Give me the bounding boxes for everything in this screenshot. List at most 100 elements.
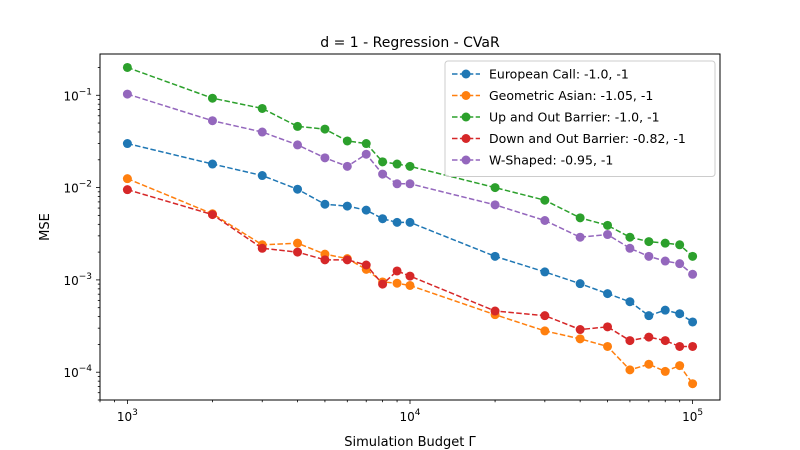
data-point: [603, 341, 613, 351]
data-point: [361, 149, 371, 159]
legend-marker: [461, 155, 471, 165]
data-point: [392, 217, 402, 227]
data-point: [603, 230, 613, 240]
data-point: [320, 153, 330, 163]
data-point: [122, 89, 132, 99]
data-point: [293, 238, 303, 248]
data-point: [405, 161, 415, 171]
data-point: [675, 361, 685, 371]
data-point: [490, 251, 500, 261]
data-point: [257, 171, 267, 181]
data-point: [660, 256, 670, 266]
data-point: [257, 243, 267, 253]
data-point: [540, 195, 550, 205]
data-point: [644, 359, 654, 369]
data-point: [490, 200, 500, 210]
data-point: [625, 297, 635, 307]
data-point: [392, 266, 402, 276]
legend-marker: [461, 69, 471, 79]
data-point: [644, 332, 654, 342]
data-point: [660, 238, 670, 248]
data-point: [603, 220, 613, 230]
data-point: [293, 140, 303, 150]
data-point: [207, 93, 217, 103]
data-point: [675, 259, 685, 269]
data-point: [257, 127, 267, 137]
legend: European Call: -1.0, -1 Geometric Asian: …: [444, 60, 716, 177]
data-point: [688, 269, 698, 279]
data-point: [293, 247, 303, 257]
data-point: [405, 271, 415, 281]
data-point: [675, 341, 685, 351]
data-point: [378, 214, 388, 224]
data-point: [688, 341, 698, 351]
tick-label: 105: [682, 408, 703, 424]
data-point: [625, 365, 635, 375]
data-point: [575, 213, 585, 223]
data-point: [361, 205, 371, 215]
data-point: [320, 199, 330, 209]
data-point: [378, 157, 388, 167]
data-point: [392, 159, 402, 169]
data-point: [342, 161, 352, 171]
x-axis-label: Simulation Budget Γ: [344, 435, 476, 450]
data-point: [293, 121, 303, 131]
tick-label: 10−1: [63, 87, 92, 103]
data-point: [575, 325, 585, 335]
data-point: [540, 326, 550, 336]
legend-label: Up and Out Barrier: -1.0, -1: [489, 110, 660, 125]
data-point: [625, 336, 635, 346]
tick-label: 10−4: [63, 364, 92, 380]
data-point: [342, 255, 352, 265]
data-point: [122, 174, 132, 184]
data-point: [644, 311, 654, 321]
data-point: [207, 116, 217, 126]
data-point: [625, 232, 635, 242]
data-point: [675, 240, 685, 250]
data-point: [207, 210, 217, 220]
data-point: [644, 237, 654, 247]
legend-marker: [461, 112, 471, 122]
data-point: [392, 278, 402, 288]
data-point: [392, 179, 402, 189]
data-point: [575, 279, 585, 289]
x-axis: 103 104 105: [99, 400, 703, 424]
legend-marker: [461, 91, 471, 100]
data-point: [320, 255, 330, 265]
y-axis-label: MSE: [38, 213, 53, 241]
series-1: [122, 139, 698, 327]
y-axis: 10−4 10−3 10−2 10−1: [63, 67, 100, 401]
tick-label: 103: [117, 408, 138, 424]
data-point: [675, 309, 685, 319]
series-3: [122, 62, 698, 261]
data-point: [207, 159, 217, 169]
data-point: [342, 136, 352, 146]
data-point: [405, 179, 415, 189]
data-point: [320, 124, 330, 134]
data-point: [603, 322, 613, 332]
data-point: [688, 317, 698, 327]
data-point: [257, 103, 267, 113]
data-point: [688, 379, 698, 389]
legend-label: Geometric Asian: -1.05, -1: [489, 88, 653, 103]
legend-label: W-Shaped: -0.95, -1: [489, 153, 613, 168]
data-point: [660, 366, 670, 376]
data-point: [490, 183, 500, 193]
data-point: [342, 201, 352, 211]
plot-area: [122, 62, 698, 389]
tick-label: 10−3: [63, 272, 92, 288]
data-point: [378, 169, 388, 179]
data-point: [405, 217, 415, 227]
tick-label: 10−2: [63, 180, 92, 196]
data-point: [122, 185, 132, 195]
data-point: [603, 289, 613, 299]
data-point: [575, 232, 585, 242]
chart-title: d = 1 - Regression - CVaR: [320, 35, 500, 51]
data-point: [122, 139, 132, 149]
data-point: [660, 305, 670, 315]
data-point: [575, 334, 585, 344]
data-point: [122, 62, 132, 72]
data-point: [361, 260, 371, 270]
data-point: [688, 251, 698, 261]
